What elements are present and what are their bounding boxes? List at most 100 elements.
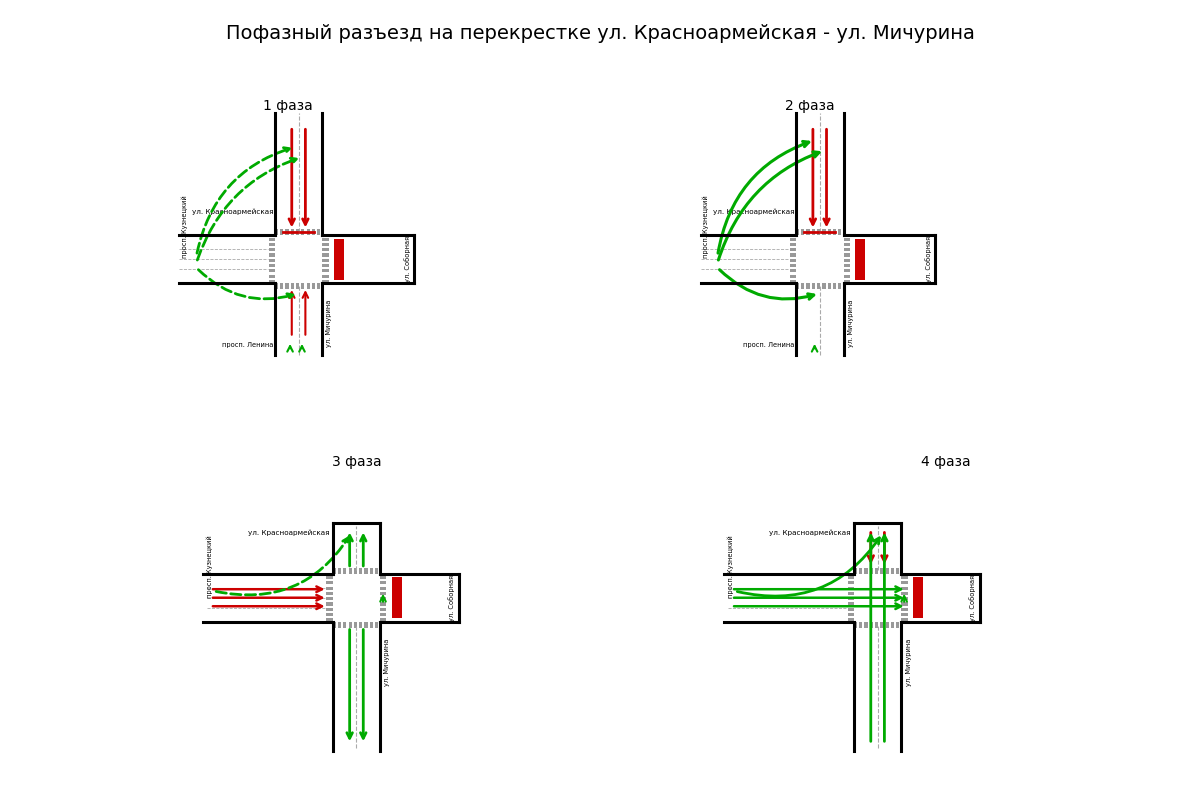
Bar — [811, 230, 815, 235]
Bar — [856, 239, 865, 280]
Bar — [875, 568, 878, 574]
Bar — [312, 283, 314, 290]
Bar — [312, 230, 314, 235]
Bar — [290, 283, 294, 290]
Bar — [332, 568, 336, 574]
Bar — [380, 592, 386, 595]
Bar — [326, 608, 332, 611]
Bar — [796, 283, 799, 290]
Bar — [269, 270, 275, 273]
Bar — [275, 283, 278, 290]
Bar — [338, 622, 341, 628]
Bar — [859, 622, 863, 628]
Bar — [326, 602, 332, 606]
Bar — [881, 622, 883, 628]
Bar — [269, 238, 275, 241]
Text: просп. Кузнецкий: просп. Кузнецкий — [181, 194, 187, 258]
Bar — [269, 280, 275, 283]
Bar — [828, 230, 830, 235]
Bar — [301, 283, 305, 290]
Bar — [269, 254, 275, 257]
Bar — [343, 622, 347, 628]
Text: ул. Соборная: ул. Соборная — [449, 574, 455, 621]
Bar — [901, 582, 907, 585]
Bar — [323, 274, 329, 278]
Bar — [326, 592, 332, 595]
Bar — [802, 230, 804, 235]
Bar — [326, 582, 332, 585]
Bar — [901, 613, 907, 616]
Bar — [335, 239, 344, 280]
Text: 1 фаза: 1 фаза — [264, 99, 313, 114]
Bar — [301, 230, 305, 235]
Bar — [380, 608, 386, 611]
Bar — [870, 622, 872, 628]
Bar — [348, 568, 352, 574]
Bar — [286, 283, 288, 290]
Bar — [844, 254, 850, 257]
Bar — [296, 283, 299, 290]
Bar — [296, 230, 299, 235]
Bar — [901, 592, 907, 595]
Text: 2 фаза: 2 фаза — [785, 99, 834, 114]
Bar — [275, 230, 278, 235]
Bar — [847, 608, 853, 611]
Bar — [901, 618, 907, 622]
Bar — [380, 576, 386, 579]
Bar — [817, 230, 821, 235]
Bar — [365, 622, 367, 628]
Bar — [847, 602, 853, 606]
Bar — [847, 618, 853, 622]
Text: просп. Ленина: просп. Ленина — [743, 342, 794, 348]
Bar — [853, 568, 857, 574]
Bar — [828, 283, 830, 290]
Bar — [847, 613, 853, 616]
Bar — [323, 258, 329, 262]
Bar — [847, 592, 853, 595]
Bar — [901, 608, 907, 611]
Bar — [890, 568, 894, 574]
Bar — [380, 602, 386, 606]
Bar — [896, 622, 899, 628]
Bar — [290, 230, 294, 235]
Bar — [870, 568, 872, 574]
Bar — [323, 238, 329, 241]
Text: просп. Ленина: просп. Ленина — [222, 342, 274, 348]
Bar — [844, 238, 850, 241]
Bar — [853, 622, 857, 628]
Bar — [269, 258, 275, 262]
Bar — [326, 618, 332, 622]
Bar — [847, 576, 853, 579]
Bar — [365, 568, 367, 574]
Bar — [901, 576, 907, 579]
Bar — [280, 230, 283, 235]
Bar — [913, 578, 923, 618]
Bar — [269, 274, 275, 278]
Bar — [323, 248, 329, 251]
Bar — [380, 582, 386, 585]
Bar — [844, 274, 850, 278]
Text: ул. Мичурина: ул. Мичурина — [906, 638, 912, 686]
Bar — [354, 622, 356, 628]
Bar — [811, 283, 815, 290]
Bar — [844, 258, 850, 262]
Bar — [833, 230, 836, 235]
Bar — [822, 230, 826, 235]
Bar — [864, 622, 868, 628]
Bar — [901, 586, 907, 590]
Bar — [374, 622, 378, 628]
Bar — [326, 613, 332, 616]
Bar — [817, 283, 821, 290]
Bar — [890, 622, 894, 628]
Text: 4 фаза: 4 фаза — [920, 454, 971, 469]
Bar — [875, 622, 878, 628]
Bar — [901, 602, 907, 606]
Bar — [370, 622, 373, 628]
Bar — [306, 230, 310, 235]
Bar — [847, 586, 853, 590]
Bar — [269, 243, 275, 246]
Bar — [833, 283, 836, 290]
Bar — [864, 568, 868, 574]
Bar — [343, 568, 347, 574]
Bar — [802, 283, 804, 290]
